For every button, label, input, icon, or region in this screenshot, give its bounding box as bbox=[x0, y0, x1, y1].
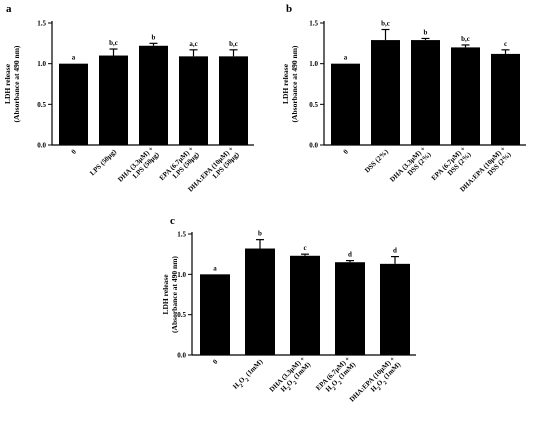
y-tick-label: 0.5 bbox=[309, 101, 318, 109]
significance-label: a,c bbox=[189, 40, 197, 48]
significance-label: b bbox=[152, 33, 156, 41]
y-axis-label: LDH release(Absorbance at 490 nm) bbox=[161, 256, 179, 333]
y-axis-label: LDH release(Absorbance at 490 nm) bbox=[281, 45, 299, 122]
significance-label: b bbox=[258, 230, 262, 238]
bar bbox=[290, 255, 320, 355]
bar bbox=[411, 40, 440, 145]
y-tick-label: 1.0 bbox=[309, 60, 318, 68]
significance-label: d bbox=[393, 247, 397, 255]
bar bbox=[491, 53, 520, 146]
y-tick-label: 1.0 bbox=[177, 271, 186, 279]
y-tick-label: 0.5 bbox=[37, 101, 46, 109]
significance-label: b,c bbox=[229, 40, 238, 48]
x-tick-label: H2O2 (1mM) bbox=[231, 357, 267, 393]
significance-label: b,c bbox=[381, 20, 390, 28]
x-tick-label: DSS (2%) bbox=[363, 147, 390, 174]
bar bbox=[245, 248, 275, 355]
y-tick-label: 1.5 bbox=[37, 20, 46, 28]
x-tick-label: 0 bbox=[70, 147, 78, 155]
significance-label: b,c bbox=[461, 35, 470, 43]
x-tick-label: LPS (50µg) bbox=[88, 147, 118, 177]
panel-a: a LDH release(Absorbance at 490 nm) 0.0 0.5… bbox=[3, 3, 254, 194]
bar bbox=[200, 274, 230, 355]
x-tick-label: DHA (3.3µM) +H2O2 (1mM) bbox=[268, 354, 315, 401]
bar bbox=[59, 63, 88, 145]
bar bbox=[331, 63, 360, 145]
x-tick-label: DHA (3.3µM) +DSS (2%) bbox=[388, 144, 433, 189]
significance-label: d bbox=[348, 251, 352, 259]
bar bbox=[371, 40, 400, 145]
significance-label: b bbox=[424, 28, 428, 36]
y-axis-label: LDH release(Absorbance at 490 nm) bbox=[3, 45, 21, 122]
significance-label: c bbox=[303, 244, 306, 252]
y-tick-label: 0.0 bbox=[37, 142, 46, 150]
bar bbox=[179, 56, 208, 146]
bar bbox=[219, 56, 248, 146]
panel-letter: a bbox=[6, 3, 12, 15]
x-tick-label: DHA (3.3µM) +LPS (50µg) bbox=[116, 144, 161, 189]
significance-label: c bbox=[504, 40, 507, 48]
significance-label: b,c bbox=[109, 39, 118, 47]
panel-b: b LDH release(Absorbance at 490 nm) 0.0 0.5… bbox=[281, 3, 526, 194]
y-tick-label: 0.0 bbox=[177, 352, 186, 360]
bar bbox=[335, 262, 365, 355]
y-tick-label: 1.5 bbox=[177, 231, 186, 239]
significance-label: a bbox=[72, 54, 76, 62]
x-tick-label: 0 bbox=[211, 357, 219, 365]
y-tick-label: 0.5 bbox=[177, 311, 186, 319]
panel-letter: b bbox=[286, 3, 292, 15]
bar bbox=[99, 55, 128, 145]
panel-c: c LDH release(Absorbance at 490 nm) 0.0 0.5… bbox=[161, 215, 416, 411]
y-tick-label: 1.5 bbox=[309, 20, 318, 28]
significance-label: a bbox=[213, 264, 217, 272]
significance-label: a bbox=[344, 54, 348, 62]
x-tick-label: 0 bbox=[342, 147, 350, 155]
panel-letter: c bbox=[170, 215, 175, 227]
y-tick-label: 1.0 bbox=[37, 60, 46, 68]
bar bbox=[451, 47, 480, 145]
bar bbox=[139, 45, 168, 146]
y-tick-label: 0.0 bbox=[309, 142, 318, 150]
x-tick-label: DHA:EPA (10µM) +H2O2 (1mM) bbox=[348, 354, 405, 411]
bar bbox=[380, 263, 410, 355]
